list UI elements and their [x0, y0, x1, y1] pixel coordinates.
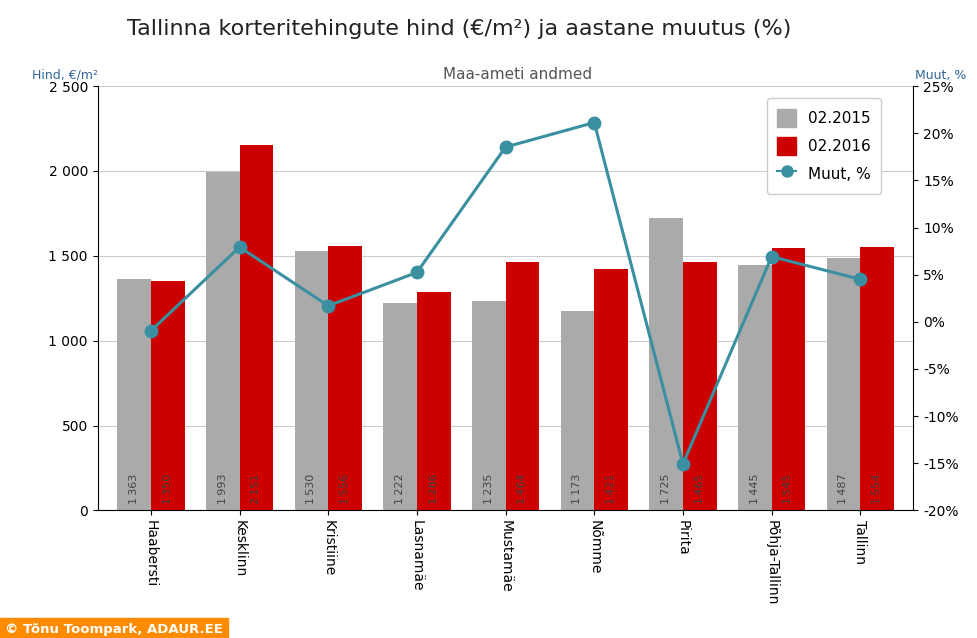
Bar: [861, 247, 894, 510]
Text: 1 235: 1 235: [484, 473, 493, 503]
Text: 1 556: 1 556: [340, 473, 350, 503]
Text: 1 545: 1 545: [784, 473, 793, 503]
Bar: [561, 311, 594, 510]
Text: Hind, €/m²: Hind, €/m²: [32, 69, 99, 82]
Text: 1 222: 1 222: [395, 473, 405, 503]
Text: 1 445: 1 445: [749, 473, 760, 503]
Bar: [472, 300, 506, 510]
Text: 1 465: 1 465: [695, 473, 704, 503]
Text: 1 554: 1 554: [872, 473, 882, 503]
Bar: [683, 262, 717, 510]
Bar: [383, 303, 417, 510]
Text: 1 530: 1 530: [307, 473, 317, 503]
Bar: [417, 292, 450, 510]
Text: © Tõnu Toompark, ADAUR.EE: © Tõnu Toompark, ADAUR.EE: [5, 623, 223, 636]
Text: 1 286: 1 286: [429, 473, 439, 503]
Text: Tallinna korteritehingute hind (€/m²) ja aastane muutus (%): Tallinna korteritehingute hind (€/m²) ja…: [127, 19, 791, 39]
Bar: [294, 251, 328, 510]
Text: 1 421: 1 421: [606, 473, 616, 503]
Bar: [650, 218, 683, 510]
Bar: [150, 281, 185, 510]
Bar: [738, 265, 772, 510]
Text: 1 464: 1 464: [518, 473, 528, 503]
Text: 2 151: 2 151: [251, 473, 262, 503]
Legend: 02.2015, 02.2016, Muut, %: 02.2015, 02.2016, Muut, %: [767, 98, 881, 194]
Text: 1 363: 1 363: [129, 473, 139, 503]
Text: 1 173: 1 173: [573, 473, 582, 503]
Text: 1 993: 1 993: [218, 473, 228, 503]
Bar: [772, 248, 805, 510]
Bar: [206, 172, 239, 510]
Text: 1 350: 1 350: [163, 473, 173, 503]
Bar: [328, 246, 361, 510]
Bar: [594, 269, 628, 510]
Bar: [117, 279, 150, 510]
Text: 1 487: 1 487: [838, 473, 848, 503]
Text: Maa-ameti andmed: Maa-ameti andmed: [444, 67, 592, 82]
Bar: [827, 258, 861, 510]
Text: Muut, %: Muut, %: [915, 69, 966, 82]
Bar: [506, 262, 539, 510]
Text: 1 725: 1 725: [661, 473, 671, 503]
Bar: [239, 145, 274, 510]
